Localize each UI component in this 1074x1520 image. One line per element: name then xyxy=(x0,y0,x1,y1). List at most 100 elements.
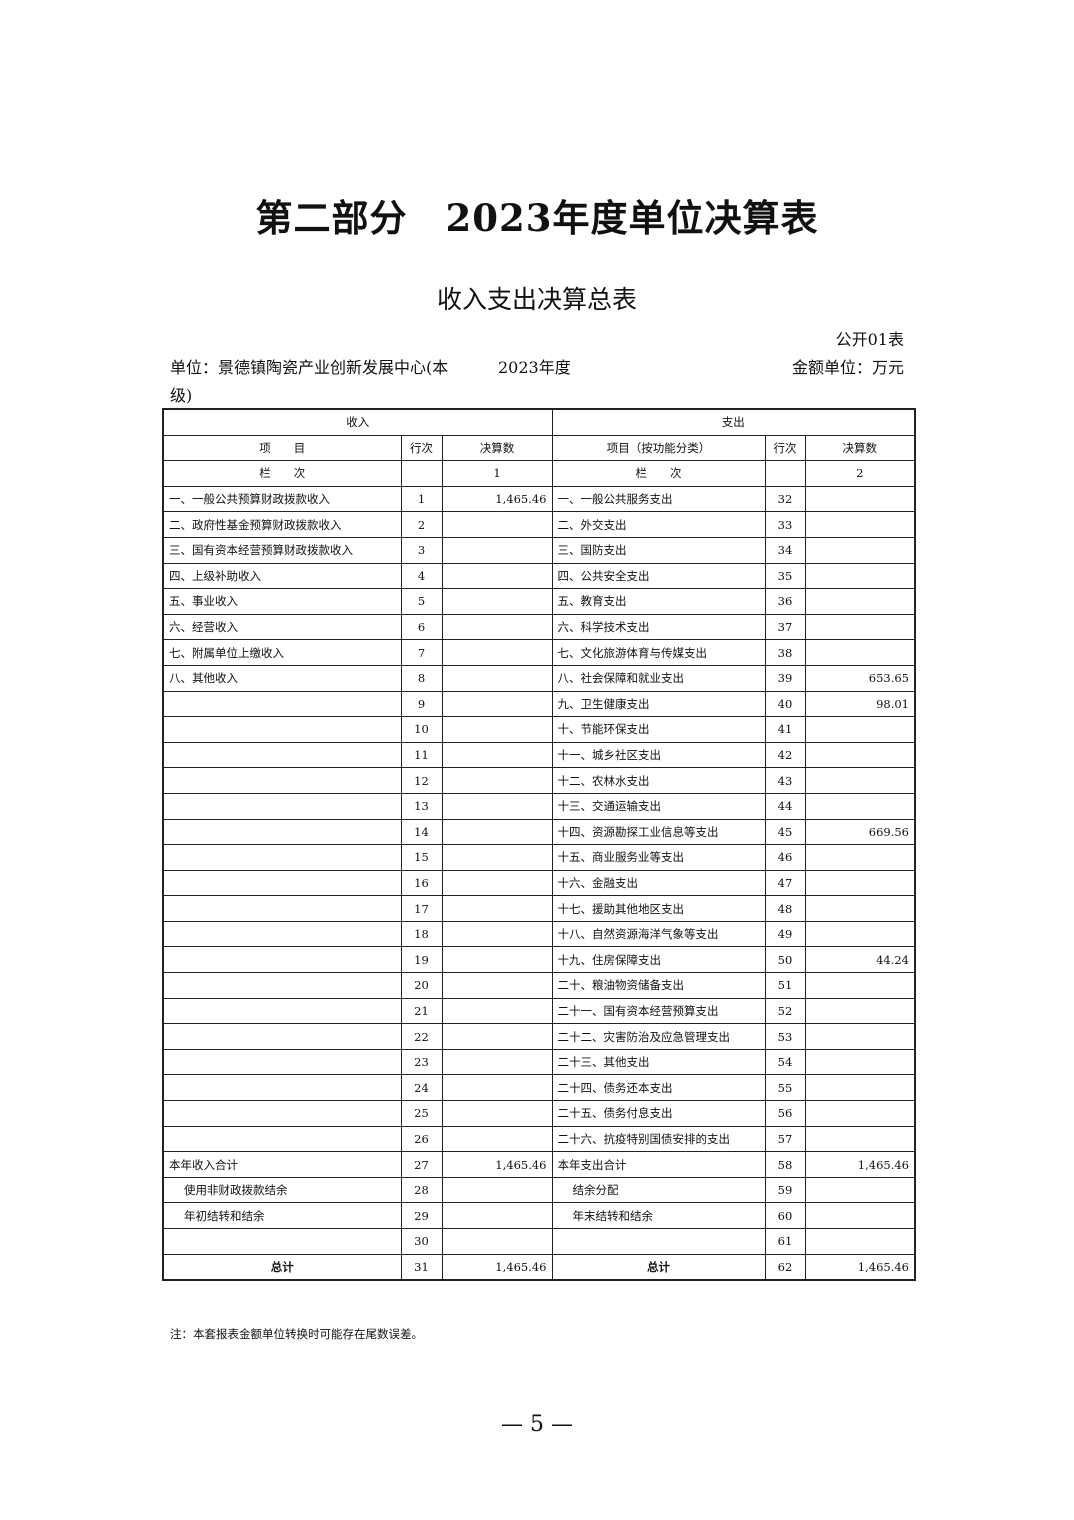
income-item xyxy=(162,895,402,922)
table-row: 13 十三、交通运输支出 44 xyxy=(162,792,916,820)
expense-amount xyxy=(804,972,916,999)
income-item: 年初结转和结余 xyxy=(162,1202,402,1229)
expense-row-no: 56 xyxy=(764,1100,806,1127)
expense-item: 二十六、抗疫特别国债安排的支出 xyxy=(551,1125,766,1153)
table-row: 22 二十二、灾害防治及应急管理支出 53 xyxy=(162,1023,916,1050)
expense-item: 九、卫生健康支出 xyxy=(551,690,766,718)
income-amount xyxy=(441,1023,553,1050)
income-amount xyxy=(441,920,553,948)
income-item xyxy=(162,844,402,871)
expense-item: 二十二、灾害防治及应急管理支出 xyxy=(551,1023,766,1050)
expense-item: 五、教育支出 xyxy=(551,588,766,615)
expense-amount: 1,465.46 xyxy=(804,1151,916,1178)
expense-item: 二十四、债务还本支出 xyxy=(551,1074,766,1102)
income-item xyxy=(162,972,402,999)
income-item: 二、政府性基金预算财政拨款收入 xyxy=(162,511,402,538)
expense-row-no: 51 xyxy=(764,972,806,999)
expense-item: 十、节能环保支出 xyxy=(551,716,766,743)
income-amount xyxy=(441,997,553,1025)
amount-header: 决算数 xyxy=(804,434,916,462)
income-row-no: 23 xyxy=(400,1048,443,1076)
expense-row-no: 57 xyxy=(764,1125,806,1153)
income-row-no: 3 xyxy=(400,536,443,564)
page-title: 第二部分 2023年度单位决算表 xyxy=(255,196,819,240)
table-row: 一、一般公共预算财政拨款收入 1 1,465.46 一、一般公共服务支出 32 xyxy=(162,485,916,513)
income-row-no: 6 xyxy=(400,613,443,641)
money-unit: 金额单位：万元 xyxy=(791,358,904,377)
expense-item: 十七、援助其他地区支出 xyxy=(551,895,766,922)
expense-item: 二、外交支出 xyxy=(551,511,766,538)
table-row: 三、国有资本经营预算财政拨款收入 3 三、国防支出 34 xyxy=(162,536,916,564)
income-amount xyxy=(441,946,553,974)
income-amount xyxy=(441,536,553,564)
expense-item: 十八、自然资源海洋气象等支出 xyxy=(551,920,766,948)
expense-row-no: 49 xyxy=(764,920,806,948)
table-row: 二、政府性基金预算财政拨款收入 2 二、外交支出 33 xyxy=(162,511,916,538)
table-row: 23 二十三、其他支出 54 xyxy=(162,1048,916,1076)
expense-row-no: 34 xyxy=(764,536,806,564)
table-row: 五、事业收入 5 五、教育支出 36 xyxy=(162,588,916,615)
expense-row-no: 43 xyxy=(764,767,806,794)
expense-item: 八、社会保障和就业支出 xyxy=(551,664,766,692)
income-item: 总计 xyxy=(162,1253,402,1281)
column-header-row: 项 目 行次 决算数 项目（按功能分类） 行次 决算数 xyxy=(162,434,916,462)
income-item: 六、经营收入 xyxy=(162,613,402,641)
income-item xyxy=(162,1074,402,1102)
table-row: 30 61 xyxy=(162,1228,916,1255)
income-item: 七、附属单位上缴收入 xyxy=(162,639,402,666)
income-row-no: 19 xyxy=(400,946,443,974)
income-row-no: 2 xyxy=(400,511,443,538)
income-amount xyxy=(441,1202,553,1229)
income-item: 使用非财政拨款结余 xyxy=(162,1176,402,1204)
income-item xyxy=(162,920,402,948)
expense-item: 一、一般公共服务支出 xyxy=(551,485,766,513)
income-item: 八、其他收入 xyxy=(162,664,402,692)
row-no-header: 行次 xyxy=(764,434,806,462)
table-row: 本年收入合计 27 1,465.46 本年支出合计 58 1,465.46 xyxy=(162,1151,916,1178)
income-amount xyxy=(441,818,553,846)
expense-amount xyxy=(804,1176,916,1204)
expense-row-no: 39 xyxy=(764,664,806,692)
table-row: 15 十五、商业服务业等支出 46 xyxy=(162,844,916,871)
income-amount xyxy=(441,1125,553,1153)
expense-item: 三、国防支出 xyxy=(551,536,766,564)
income-row-no: 12 xyxy=(400,767,443,794)
income-amount xyxy=(441,511,553,538)
expense-row-no: 35 xyxy=(764,562,806,590)
expense-row-no: 40 xyxy=(764,690,806,718)
expense-amount xyxy=(804,1228,916,1255)
expense-item: 结余分配 xyxy=(551,1176,766,1204)
expense-row-no: 42 xyxy=(764,741,806,769)
table-row: 21 二十一、国有资本经营预算支出 52 xyxy=(162,997,916,1025)
income-amount xyxy=(441,767,553,794)
income-item xyxy=(162,869,402,897)
income-row-no: 4 xyxy=(400,562,443,590)
table-row: 七、附属单位上缴收入 7 七、文化旅游体育与传媒支出 38 xyxy=(162,639,916,666)
income-row-no: 8 xyxy=(400,664,443,692)
income-row-no: 16 xyxy=(400,869,443,897)
expense-item: 十三、交通运输支出 xyxy=(551,792,766,820)
expense-item: 十一、城乡社区支出 xyxy=(551,741,766,769)
income-row-no: 11 xyxy=(400,741,443,769)
table-row: 18 十八、自然资源海洋气象等支出 49 xyxy=(162,920,916,948)
income-amount xyxy=(441,972,553,999)
table-row: 10 十、节能环保支出 41 xyxy=(162,716,916,743)
expense-amount xyxy=(804,1202,916,1229)
expense-amount: 1,465.46 xyxy=(804,1253,916,1281)
expense-amount: 98.01 xyxy=(804,690,916,718)
income-item xyxy=(162,818,402,846)
expense-item: 总计 xyxy=(551,1253,766,1281)
expense-item: 七、文化旅游体育与传媒支出 xyxy=(551,639,766,666)
income-item xyxy=(162,1228,402,1255)
expense-header: 支出 xyxy=(551,408,916,436)
income-item xyxy=(162,1048,402,1076)
expense-amount xyxy=(804,895,916,922)
table-row: 25 二十五、债务付息支出 56 xyxy=(162,1100,916,1127)
expense-amount xyxy=(804,485,916,513)
income-amount xyxy=(441,792,553,820)
table-row: 24 二十四、债务还本支出 55 xyxy=(162,1074,916,1102)
income-amount xyxy=(441,1048,553,1076)
income-row-no: 13 xyxy=(400,792,443,820)
table-row: 26 二十六、抗疫特别国债安排的支出 57 xyxy=(162,1125,916,1153)
table-row: 12 十二、农林水支出 43 xyxy=(162,767,916,794)
